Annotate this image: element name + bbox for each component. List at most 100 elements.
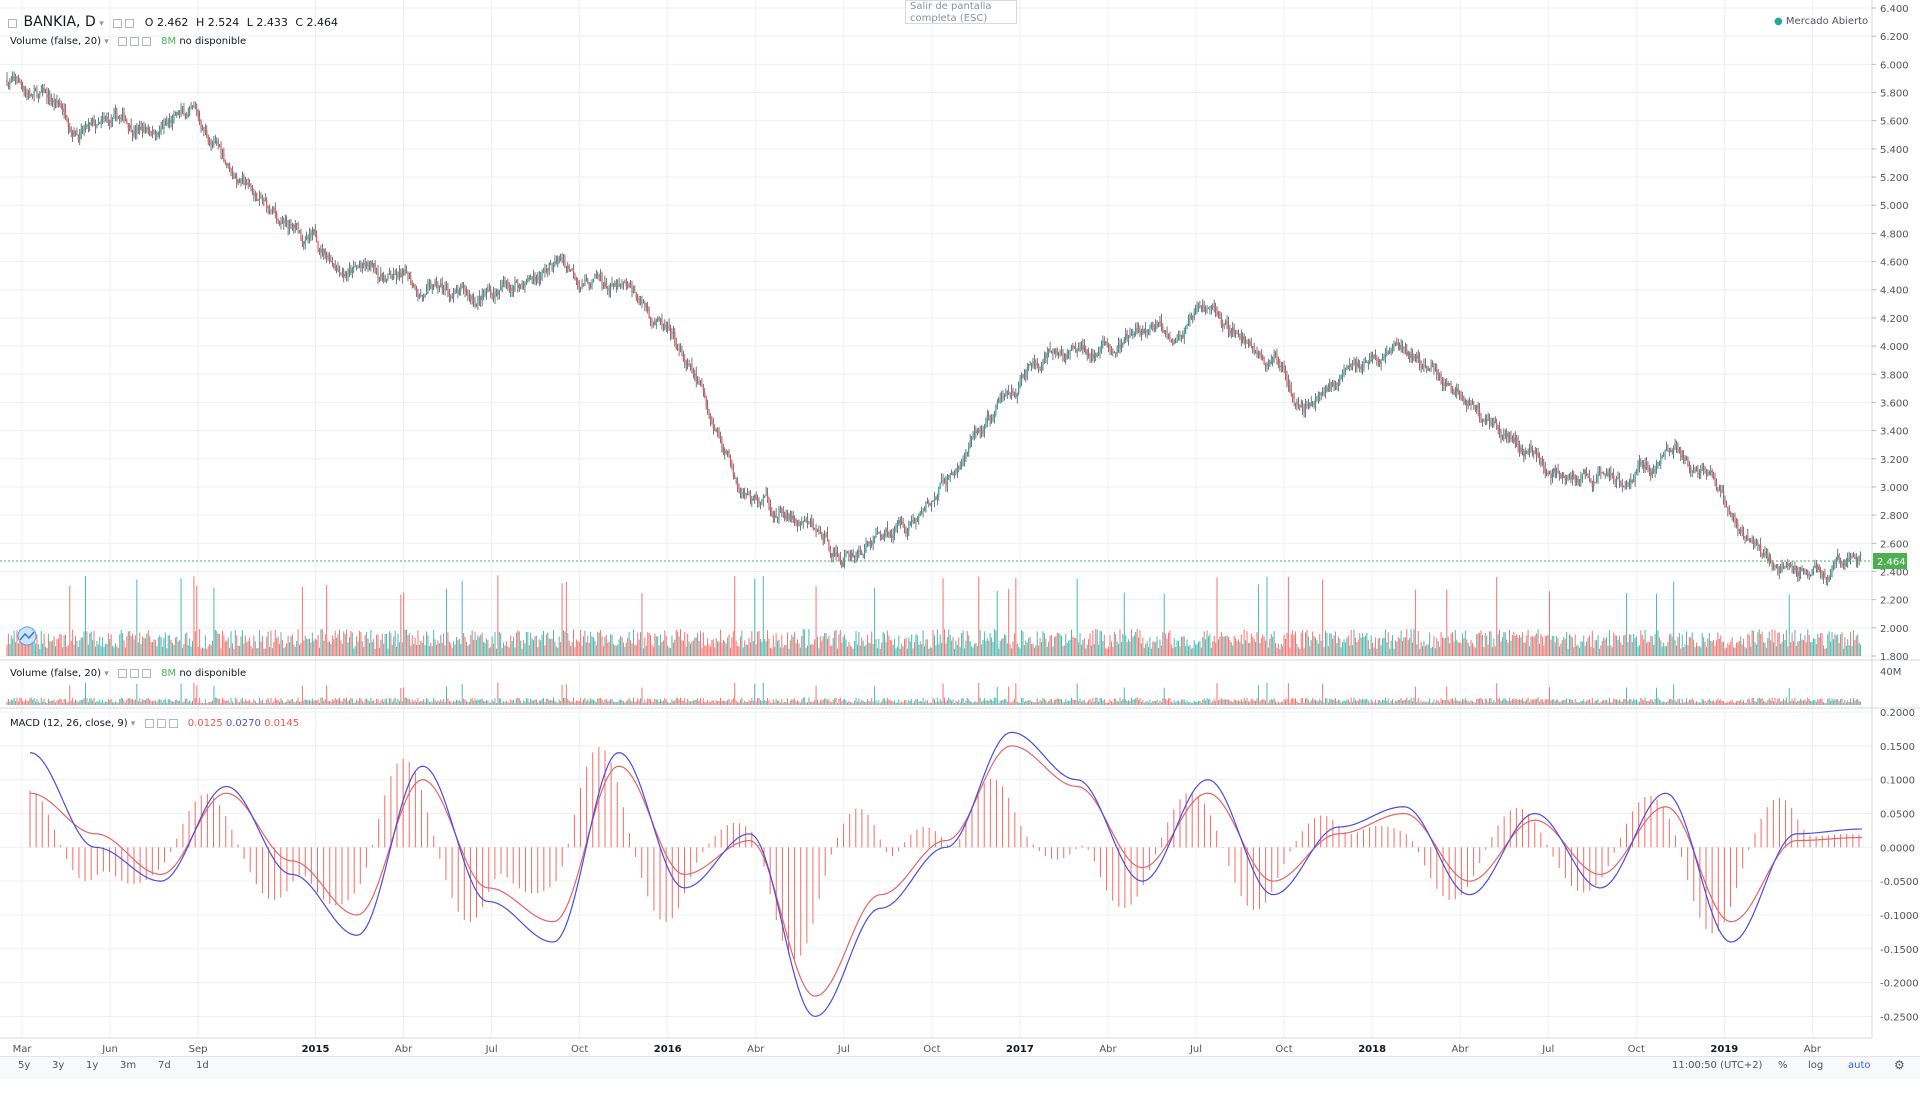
volume-bar <box>719 629 721 656</box>
candle-body <box>1564 476 1566 480</box>
volume-bar <box>1630 634 1632 656</box>
volume-pane-bar <box>1227 699 1229 705</box>
volume-pane-bar <box>397 698 399 705</box>
candle-body <box>425 289 428 294</box>
volume-bar <box>1557 638 1559 656</box>
candle-body <box>56 100 58 102</box>
candle-body <box>1272 357 1274 362</box>
volume-pane-bar <box>56 700 58 705</box>
volume-bar <box>1115 634 1117 656</box>
volume-pane-bar <box>1176 700 1178 705</box>
volume-bar <box>518 631 520 656</box>
candle-body <box>1197 306 1200 308</box>
volume-bar <box>1474 647 1476 656</box>
volume-bar <box>757 631 759 656</box>
volume-bar <box>1058 633 1060 656</box>
candle-body <box>1625 485 1628 488</box>
volume-pane-bar <box>797 700 799 705</box>
volume-bar <box>530 632 532 656</box>
volume-bar <box>952 637 954 656</box>
volume-bar <box>1491 647 1493 656</box>
volume-bar <box>458 638 460 656</box>
volume-pane-bar <box>173 701 175 705</box>
volume-pane-bar <box>460 701 462 705</box>
volume-bar <box>1840 634 1842 656</box>
volume-bar <box>1810 641 1812 656</box>
candle-body <box>562 260 565 262</box>
volume-bar <box>1671 636 1673 656</box>
candle-body <box>1323 392 1325 394</box>
volume-pane-bar <box>1367 700 1369 705</box>
candle-body <box>1821 573 1823 578</box>
volume-pane-bar <box>321 697 323 705</box>
candle-body <box>1180 335 1182 337</box>
volume-bar <box>1747 633 1749 656</box>
volume-bar <box>511 640 513 656</box>
candle-body <box>604 282 606 286</box>
volume-pane-bar <box>708 701 710 705</box>
volume-bar <box>224 641 226 656</box>
volume-bar <box>177 641 179 656</box>
volume-bar <box>119 634 121 656</box>
volume-bar <box>1657 630 1659 656</box>
volume-pane-bar <box>371 701 373 705</box>
candle-body <box>181 108 184 110</box>
volume-pane-bar <box>510 699 512 705</box>
candle-body <box>1170 341 1172 343</box>
volume-bar <box>1307 636 1309 656</box>
volume-pane-bar <box>587 699 589 705</box>
volume-pane-bar <box>762 682 764 705</box>
volume-bar <box>1031 644 1033 656</box>
volume-bar <box>953 648 955 656</box>
candle-body <box>1012 390 1014 393</box>
volume-pane-bar <box>1075 699 1077 705</box>
volume-bar <box>678 636 680 656</box>
volume-pane-bar <box>117 702 119 705</box>
volume-bar <box>845 639 847 656</box>
volume-pane-bar <box>127 698 129 705</box>
candle-body <box>677 348 679 350</box>
candle-body <box>1720 490 1722 493</box>
candle-body <box>982 432 984 434</box>
volume-pane-bar <box>37 701 39 705</box>
candle-body <box>1725 506 1728 508</box>
candle-body <box>1273 354 1275 358</box>
candle-body <box>1239 333 1241 337</box>
candle-body <box>1741 530 1743 534</box>
volume-pane-bar <box>463 698 465 705</box>
volume-pane-bar <box>878 700 880 705</box>
volume-pane-bar <box>561 684 563 705</box>
candle-body <box>1744 536 1746 539</box>
volume-bar <box>390 633 392 656</box>
volume-pane-bar <box>273 701 275 705</box>
candle-body <box>1605 471 1608 477</box>
volume-pane-bar <box>137 701 139 705</box>
volume-bar <box>595 645 597 656</box>
candle-body <box>363 263 365 265</box>
candle-body <box>244 182 246 186</box>
volume-pane-bar <box>504 702 506 705</box>
volume-pane-bar <box>885 701 887 705</box>
volume-pane-bar <box>545 698 547 705</box>
volume-bar <box>931 648 933 656</box>
volume-pane-bar <box>558 699 560 705</box>
volume-pane-bar <box>199 697 201 705</box>
candle-body <box>802 521 804 523</box>
volume-pane-bar <box>247 700 249 705</box>
volume-bar <box>330 644 332 656</box>
volume-bar <box>1658 637 1660 656</box>
volume-pane-bar <box>627 699 629 705</box>
volume-bar <box>1222 636 1224 656</box>
candle-body <box>517 282 519 288</box>
volume-pane-bar <box>207 702 209 705</box>
volume-bar <box>1292 630 1294 656</box>
volume-pane-bar <box>1153 701 1155 705</box>
volume-pane-bar <box>966 698 968 705</box>
candle-body <box>1389 351 1391 353</box>
volume-bar <box>1159 639 1161 656</box>
volume-pane-bar <box>153 700 155 705</box>
candle-body <box>798 524 800 526</box>
candle-body <box>701 384 703 387</box>
volume-pane-bar <box>1426 701 1428 705</box>
